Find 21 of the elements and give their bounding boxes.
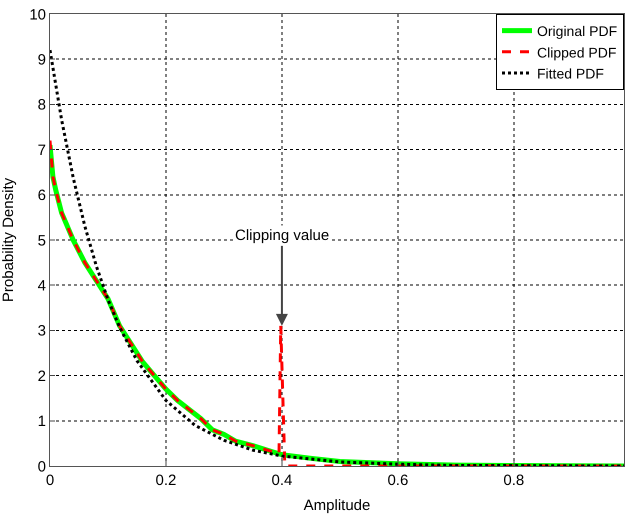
y-tick-label: 9 [38,51,46,68]
y-tick-label: 2 [38,368,46,385]
annotation: Clipping value [235,227,330,244]
x-tick-label: 0.8 [503,472,524,489]
legend-label: Fitted PDF [537,65,604,82]
x-tick-label: 0.4 [271,472,292,489]
x-axis-title: Amplitude [304,497,370,514]
y-tick-label: 8 [38,96,46,114]
y-tick-label: 3 [38,322,46,340]
legend-label: Original PDF [537,23,618,40]
x-tick-label: 0.6 [387,472,408,489]
y-axis-title: Probability Density [0,177,17,302]
x-tick-label: 0.2 [156,472,176,489]
y-tick-label: 7 [38,142,46,159]
y-tick-label: 10 [29,6,46,24]
y-tick-label: 1 [38,413,46,430]
y-tick-label: 5 [38,232,46,250]
y-tick-label: 0 [38,458,46,476]
y-tick-label: 6 [38,187,46,204]
y-tick-label: 4 [38,277,46,294]
legend-label: Clipped PDF [537,44,616,60]
